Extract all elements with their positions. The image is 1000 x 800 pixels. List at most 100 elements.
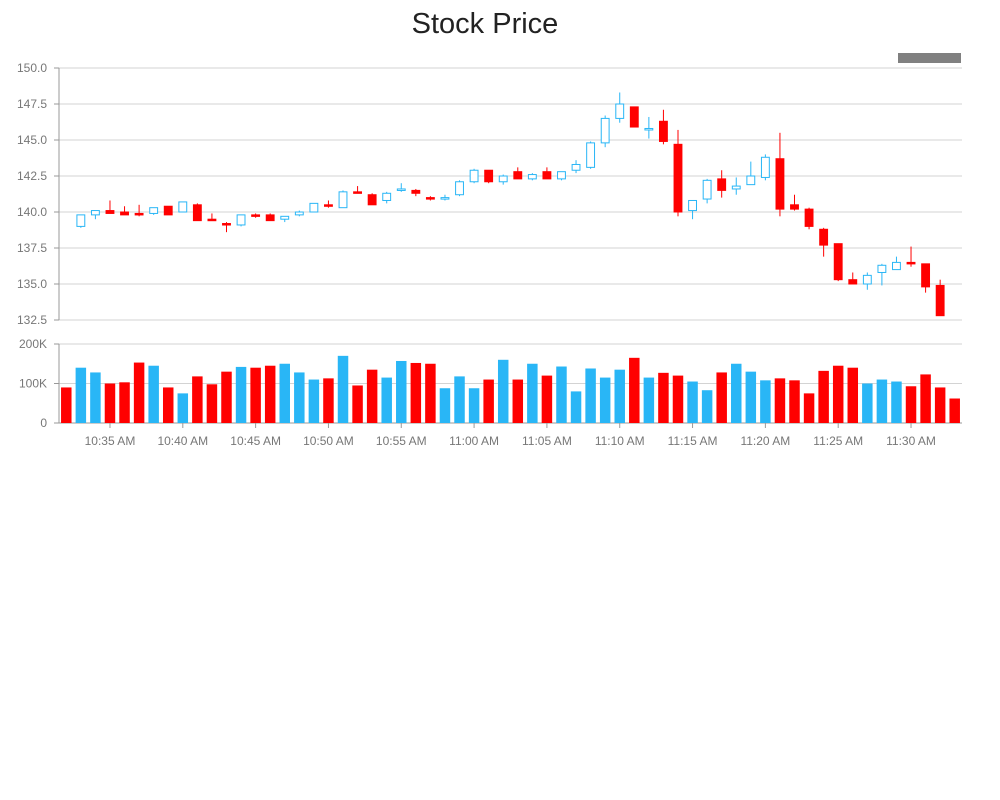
volume-bar[interactable] [381,377,392,423]
volume-bar[interactable] [832,365,844,423]
volume-bar[interactable] [206,384,218,423]
candle[interactable] [644,116,654,139]
volume-bar[interactable] [687,381,698,423]
candle[interactable] [731,177,741,195]
volume-bar[interactable] [337,355,349,423]
candle[interactable] [557,171,566,181]
volume-bar[interactable] [745,371,757,423]
candle[interactable] [294,210,304,217]
candle[interactable] [702,178,712,204]
volume-bar[interactable] [643,377,655,423]
volume-bar[interactable] [672,375,684,423]
candle[interactable] [265,213,275,222]
candle[interactable] [819,227,829,257]
candle[interactable] [862,272,872,290]
candle[interactable] [688,199,697,220]
volume-bar[interactable] [250,367,261,423]
volume-bar[interactable] [658,372,669,423]
candle[interactable] [790,194,799,211]
volume-bar[interactable] [468,388,480,423]
candle[interactable] [892,256,901,271]
candle[interactable] [222,222,231,233]
volume-bar[interactable] [352,385,363,423]
volume-bar[interactable] [949,398,960,423]
volume-bar[interactable] [847,367,859,423]
legend-swatch[interactable] [898,53,961,63]
volume-bar[interactable] [527,363,538,423]
candle[interactable] [134,204,144,217]
candle[interactable] [760,154,770,181]
volume-bar[interactable] [731,363,742,423]
candle[interactable] [338,190,348,209]
candle[interactable] [367,193,377,206]
candle[interactable] [382,191,392,204]
candle[interactable] [236,214,246,227]
candle[interactable] [120,206,129,216]
volume-bar[interactable] [585,368,596,423]
candle[interactable] [163,205,173,216]
candle[interactable] [280,215,290,223]
volume-bar[interactable] [323,378,334,423]
candle[interactable] [746,161,756,186]
volume-bar[interactable] [905,386,917,423]
candle[interactable] [90,210,100,220]
volume-bar[interactable] [862,383,873,424]
volume-bar[interactable] [177,393,189,423]
volume-bar[interactable] [774,378,786,423]
candle[interactable] [527,173,537,181]
candle[interactable] [440,194,450,201]
candle[interactable] [775,132,785,217]
candle[interactable] [498,174,508,185]
volume-bar[interactable] [818,370,829,423]
volume-bar[interactable] [235,366,247,423]
candle[interactable] [935,279,945,317]
candle[interactable] [906,246,916,267]
volume-bar[interactable] [61,387,72,423]
volume-bar[interactable] [483,379,494,423]
volume-bar[interactable] [920,374,931,423]
volume-bar[interactable] [439,388,451,423]
volume-bar[interactable] [454,376,465,423]
candle[interactable] [324,200,333,208]
candle[interactable] [178,201,188,213]
candle[interactable] [673,129,683,217]
candle[interactable] [484,169,494,184]
candle[interactable] [658,109,668,145]
candle[interactable] [411,188,421,197]
volume-bar[interactable] [75,367,87,423]
candle[interactable] [571,160,581,174]
candle[interactable] [396,183,406,192]
volume-bar[interactable] [760,380,771,423]
candle[interactable] [149,207,159,215]
candle[interactable] [192,203,202,222]
volume-bar[interactable] [119,382,130,423]
candle[interactable] [513,167,523,180]
volume-bar[interactable] [876,379,888,423]
volume-bar[interactable] [133,362,145,423]
volume-bar[interactable] [934,387,946,423]
volume-bar[interactable] [192,376,203,423]
volume-bar[interactable] [599,377,611,423]
candle[interactable] [353,186,363,194]
volume-bar[interactable] [541,375,553,423]
candle[interactable] [309,202,319,213]
volume-bar[interactable] [396,360,407,423]
volume-bar[interactable] [614,369,625,423]
volume-bar[interactable] [803,393,815,423]
volume-bar[interactable] [221,371,232,423]
volume-bar[interactable] [629,357,640,423]
volume-bar[interactable] [891,381,902,423]
candle[interactable] [586,141,596,169]
candle[interactable] [717,170,727,198]
volume-bar[interactable] [425,363,436,423]
volume-bar[interactable] [556,366,567,423]
candle[interactable] [425,196,435,201]
volume-bar[interactable] [789,380,800,423]
candle[interactable] [542,167,552,180]
volume-bar[interactable] [104,383,116,424]
candle[interactable] [833,243,843,282]
candle[interactable] [600,115,610,148]
candle[interactable] [804,207,814,230]
volume-bar[interactable] [264,365,276,423]
candle[interactable] [251,213,261,218]
